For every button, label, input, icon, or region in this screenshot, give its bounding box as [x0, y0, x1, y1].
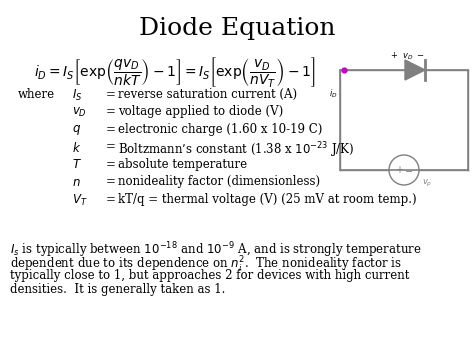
Text: $i_D = I_S\left[\exp\!\left(\dfrac{qv_D}{nkT}\right)-1\right] = I_S\left[\exp\!\: $i_D = I_S\left[\exp\!\left(\dfrac{qv_D}… — [34, 55, 316, 89]
Text: Boltzmann’s constant (1.38 x $10^{-23}$ J/K): Boltzmann’s constant (1.38 x $10^{-23}$ … — [118, 141, 355, 160]
Text: $v_p$: $v_p$ — [422, 178, 432, 189]
Text: electronic charge (1.60 x 10-19 C): electronic charge (1.60 x 10-19 C) — [118, 123, 322, 136]
Text: $+\ \ v_D\ -$: $+\ \ v_D\ -$ — [390, 50, 425, 62]
Text: =: = — [106, 141, 116, 153]
Text: $V_T$: $V_T$ — [72, 193, 88, 208]
Text: $v_D$: $v_D$ — [72, 105, 87, 119]
Text: $T$: $T$ — [72, 158, 82, 171]
Text: =: = — [106, 105, 116, 119]
Text: $i_D$: $i_D$ — [329, 88, 338, 100]
Text: +: + — [395, 165, 403, 175]
Text: dependent due to its dependence on $n_i^2$.  The nonideality factor is: dependent due to its dependence on $n_i^… — [10, 255, 402, 275]
Text: where: where — [18, 88, 55, 101]
Text: typically close to 1, but approaches 2 for devices with high current: typically close to 1, but approaches 2 f… — [10, 269, 410, 282]
Text: absolute temperature: absolute temperature — [118, 158, 247, 171]
Text: =: = — [106, 88, 116, 101]
Text: $k$: $k$ — [72, 141, 81, 154]
Text: $-$: $-$ — [404, 165, 413, 175]
Text: =: = — [106, 123, 116, 136]
Text: $I_S$: $I_S$ — [72, 88, 82, 103]
Text: =: = — [106, 158, 116, 171]
Text: densities.  It is generally taken as 1.: densities. It is generally taken as 1. — [10, 284, 225, 296]
Text: $q$: $q$ — [72, 123, 81, 137]
Text: voltage applied to diode (V): voltage applied to diode (V) — [118, 105, 283, 119]
Polygon shape — [405, 60, 425, 80]
Text: $n$: $n$ — [72, 175, 81, 189]
Text: Diode Equation: Diode Equation — [139, 17, 335, 40]
Text: =: = — [106, 193, 116, 206]
Text: $I_s$ is typically between $10^{-18}$ and $10^{-9}$ A, and is strongly temperatu: $I_s$ is typically between $10^{-18}$ an… — [10, 240, 422, 260]
Text: kT/q = thermal voltage (V) (25 mV at room temp.): kT/q = thermal voltage (V) (25 mV at roo… — [118, 193, 417, 206]
Text: nonideality factor (dimensionless): nonideality factor (dimensionless) — [118, 175, 320, 189]
Text: =: = — [106, 175, 116, 189]
Text: reverse saturation current (A): reverse saturation current (A) — [118, 88, 297, 101]
